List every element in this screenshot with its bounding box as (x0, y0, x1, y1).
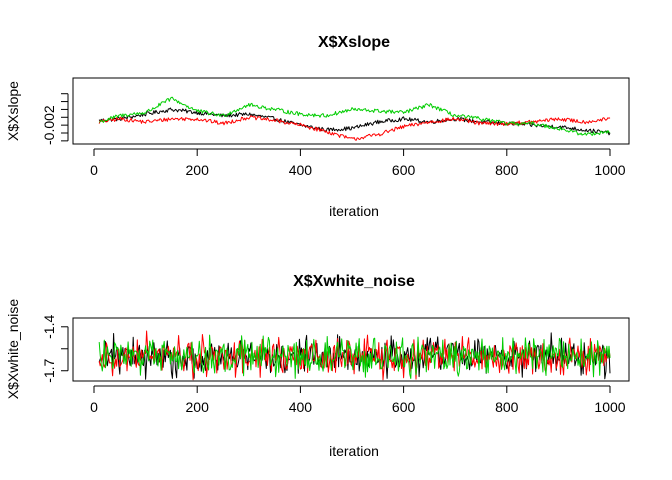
slope-x-label: iteration (329, 203, 379, 219)
slope-title: X$Xslope (318, 34, 390, 51)
slope-x-axis: 0 200 400 600 800 1000 (90, 148, 626, 178)
slope-chain-3-trace (99, 96, 611, 136)
slope-y-label: X$Xslope (5, 81, 21, 141)
slope-y-axis: -0.002 (41, 93, 69, 145)
white-noise-y-tick-label: -1.7 (41, 358, 57, 382)
white-noise-title: X$Xwhite_noise (293, 273, 415, 290)
slope-x-tick-label: 800 (495, 162, 519, 178)
slope-x-tick-label: 0 (90, 162, 98, 178)
white-noise-x-axis: 0 200 400 600 800 1000 (90, 385, 626, 415)
white-noise-plot-frame (72, 317, 630, 382)
slope-x-tick-label: 200 (186, 162, 210, 178)
white-noise-x-tick-label: 200 (186, 399, 210, 415)
slope-x-tick-label: 1000 (594, 162, 625, 178)
white-noise-y-label: X$Xwhite_noise (5, 299, 21, 400)
slope-series-group (98, 96, 611, 141)
white-noise-y-tick-label: -1.4 (41, 315, 57, 339)
white-noise-x-tick-label: 600 (392, 399, 416, 415)
white-noise-x-tick-label: 400 (289, 399, 313, 415)
white-noise-series-group (98, 330, 611, 381)
slope-y-tick-label: -0.002 (41, 105, 57, 145)
slope-x-tick-label: 400 (289, 162, 313, 178)
white-noise-y-axis: -1.7 -1.4 (41, 315, 69, 383)
slope-plot-frame (72, 77, 630, 145)
slope-x-tick-label: 600 (392, 162, 416, 178)
white-noise-x-tick-label: 1000 (594, 399, 625, 415)
white-noise-chain-3-trace (98, 334, 611, 379)
white-noise-chain-2-trace (98, 330, 611, 381)
white-noise-x-label: iteration (329, 443, 379, 459)
white-noise-panel: X$Xwhite_noise iteration X$Xwhite_noise … (5, 273, 630, 459)
white-noise-x-tick-label: 0 (90, 399, 98, 415)
slope-panel: X$Xslope iteration X$Xslope 0 200 400 600 80… (5, 34, 630, 219)
white-noise-x-tick-label: 800 (495, 399, 519, 415)
